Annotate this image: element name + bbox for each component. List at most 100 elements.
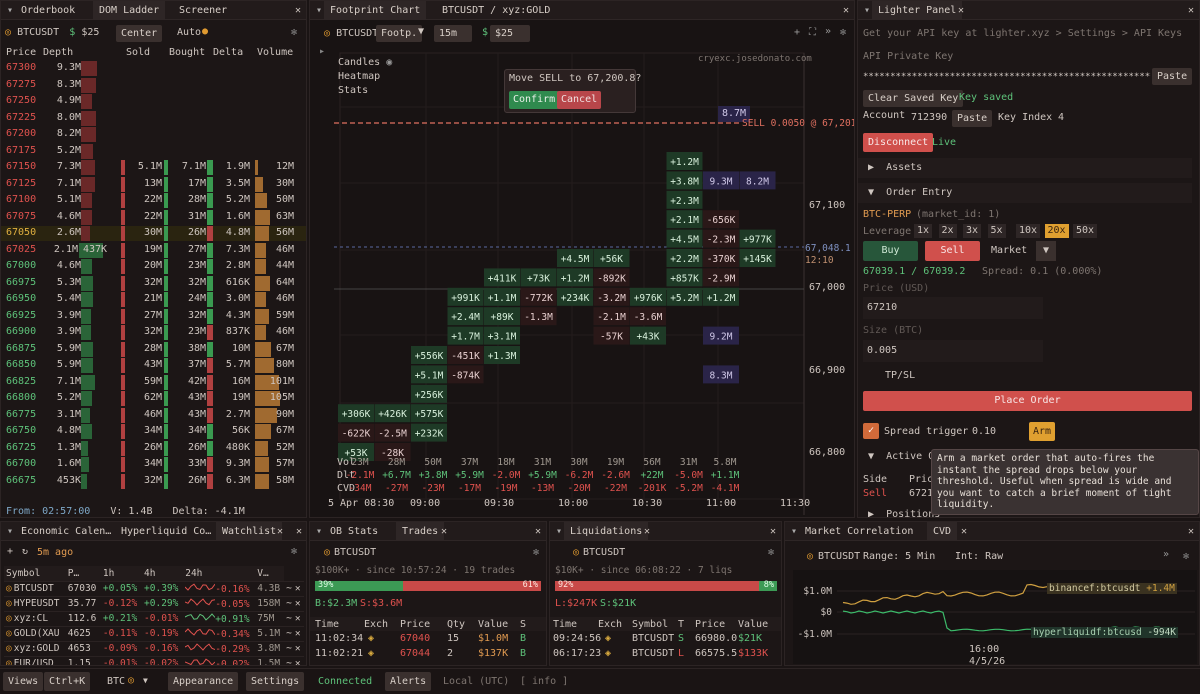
account-input[interactable]: 712390 (911, 112, 948, 123)
spread-trigger-checkbox[interactable]: ✓ (863, 423, 879, 439)
settings-icon[interactable]: ✻ (291, 546, 298, 557)
ladder-row[interactable]: 67000 4.6M 20M 23M 2.8M 44M (1, 259, 306, 274)
order-type-select[interactable]: Market (991, 245, 1028, 256)
ladder-row[interactable]: 66675 453K 32M 26M 6.3M 58M (1, 473, 306, 489)
tab-close-icon[interactable]: ✕ (958, 5, 965, 16)
close-icon[interactable]: ✕ (1188, 526, 1195, 537)
tab-hyperliquid[interactable]: Hyperliquid Co… (121, 526, 212, 537)
key-index-input[interactable]: 4 (1058, 112, 1065, 123)
ladder-row[interactable]: 66975 5.3M 32M 32M 616K 64M (1, 275, 306, 291)
views-button[interactable]: Views (3, 672, 44, 691)
chevron-down-icon[interactable]: ▼ (418, 26, 425, 37)
auto-toggle[interactable]: Auto (177, 27, 202, 38)
close-icon[interactable]: ✕ (770, 526, 777, 537)
ladder-price[interactable]: 67250 (6, 95, 37, 106)
close-icon[interactable]: ✕ (1188, 5, 1195, 16)
active-orders-section[interactable]: ▼ Active O (858, 447, 938, 467)
overlay-candles[interactable]: Candles ◉ (338, 56, 392, 70)
ladder-price[interactable]: 67200 (6, 128, 37, 139)
ladder-price[interactable]: 66700 (6, 458, 37, 469)
panel-menu-icon[interactable]: ▾ (316, 526, 323, 537)
tab-market-correlation[interactable]: Market Correlation (805, 526, 914, 537)
disconnect-button[interactable]: Disconnect (863, 133, 934, 152)
watchlist-row[interactable]: ◎ HYPEUSDT 35.77 -0.12% +0.29% -0.05% 158M ~ ✕ (4, 596, 304, 611)
watchlist-row[interactable]: ◎ BTCUSDT 67030 +0.05% +0.39% -0.16% 4.3B ~ ✕ (4, 581, 304, 596)
ladder-price[interactable]: 66750 (6, 425, 37, 436)
ladder-row[interactable]: 66875 5.9M 28M 38M 10M 67M (1, 341, 306, 357)
tab-ob-stats[interactable]: OB Stats (330, 526, 379, 537)
leverage-50x[interactable]: 50x (1073, 224, 1098, 238)
cancel-button[interactable]: Cancel (557, 91, 602, 109)
buy-button[interactable]: Buy (863, 241, 918, 261)
ladder-price[interactable]: 67125 (6, 177, 37, 189)
size-label[interactable]: $25 (81, 27, 100, 38)
ladder-price[interactable]: 67225 (6, 111, 37, 123)
ladder-row[interactable]: 67300 9.3M (1, 61, 306, 76)
ladder-row[interactable]: 67250 4.9M (1, 94, 306, 109)
refresh-icon[interactable]: ↻ (22, 546, 29, 557)
collapse-arrow-icon[interactable]: ▸ (319, 46, 326, 57)
close-icon[interactable]: ✕ (295, 5, 302, 16)
chevrons-right-icon[interactable]: » (1163, 549, 1170, 560)
panel-menu-icon[interactable]: ▾ (864, 5, 871, 16)
tab-cvd[interactable]: CVD (927, 522, 958, 541)
ladder-price[interactable]: 67000 (6, 260, 37, 271)
ladder-row[interactable]: 67200 8.2M (1, 127, 306, 142)
ladder-row[interactable]: 66700 1.6M 34M 33M 9.3M 57M (1, 457, 306, 472)
ladder-price[interactable]: 66925 (6, 309, 37, 321)
ladder-price[interactable]: 66725 (6, 441, 37, 453)
tab-close-icon[interactable]: ✕ (441, 526, 448, 537)
leverage-20x[interactable]: 20x (1044, 224, 1069, 238)
eye-icon[interactable]: ◉ (386, 57, 393, 68)
interval-select[interactable]: Int: Raw (955, 551, 1004, 562)
alerts-button[interactable]: Alerts (385, 672, 432, 691)
tab-footprint-chart[interactable]: Footprint Chart (324, 1, 427, 20)
footprint-chart[interactable]: +306K -622K +53K +426K -2.5M -28K +556K +5.1M +2… (310, 45, 855, 515)
ladder-price[interactable]: 66800 (6, 392, 37, 403)
settings-icon[interactable]: ✻ (1183, 551, 1190, 562)
ladder-price[interactable]: 66900 (6, 326, 37, 337)
ladder-price[interactable]: 67100 (6, 194, 37, 205)
tab-orderbook[interactable]: Orderbook (21, 5, 76, 16)
spread-trigger-input[interactable]: 0.10 (972, 426, 997, 437)
panel-menu-icon[interactable]: ▾ (791, 526, 798, 537)
ladder-price[interactable]: 67025 (6, 243, 37, 255)
positions-section[interactable]: ▶ Positions (858, 506, 1192, 517)
api-key-input[interactable]: ****************************************… (863, 72, 1151, 82)
symbol-label[interactable]: BTCUSDT (334, 547, 377, 558)
center-button[interactable]: Center (116, 25, 163, 42)
paste-key-button[interactable]: Paste (1152, 68, 1193, 85)
leverage-2x[interactable]: 2x (938, 224, 957, 238)
ladder-row[interactable]: 66775 3.1M 46M 43M 2.7M 90M (1, 407, 306, 423)
leverage-10x[interactable]: 10x (1016, 224, 1041, 238)
close-icon[interactable]: ✕ (843, 5, 850, 16)
expand-icon[interactable]: ⛶ (809, 27, 816, 38)
chart-icon[interactable]: ~ (286, 658, 292, 666)
ladder-row[interactable]: 66925 3.9M 27M 32M 4.3M 59M (1, 308, 306, 324)
ladder-row[interactable]: 66850 5.9M 43M 37M 5.7M 80M (1, 358, 306, 373)
order-entry-section[interactable]: ▼ Order Entry (858, 183, 1192, 203)
settings-icon[interactable]: ✻ (533, 547, 540, 558)
remove-icon[interactable]: ✕ (294, 628, 301, 639)
ladder-row[interactable]: 67125 7.1M 13M 17M 3.5M 30M (1, 176, 306, 192)
clear-key-button[interactable]: Clear Saved Key (863, 90, 964, 107)
symbol-label[interactable]: BTCUSDT (583, 547, 626, 558)
ladder-price[interactable]: 66775 (6, 408, 37, 420)
place-order-button[interactable]: Place Order (863, 391, 1192, 411)
command-palette-button[interactable]: Ctrl+K (44, 672, 91, 691)
remove-icon[interactable]: ✕ (294, 613, 301, 624)
price-input[interactable]: 67210 (863, 297, 1043, 319)
ladder-row[interactable]: 66750 4.8M 34M 34M 56K 67M (1, 424, 306, 439)
add-icon[interactable]: + (794, 27, 801, 38)
ladder-price[interactable]: 66950 (6, 293, 37, 304)
ladder-price[interactable]: 67275 (6, 78, 37, 90)
settings-button[interactable]: Settings (246, 672, 305, 691)
tab-btcusdt-gold[interactable]: BTCUSDT / xyz:GOLD (442, 5, 551, 16)
ladder-row[interactable]: 67175 5.2M (1, 143, 306, 159)
ladder-row[interactable]: 67225 8.0M (1, 110, 306, 126)
leverage-3x[interactable]: 3x (963, 224, 982, 238)
ladder-row[interactable]: 66800 5.2M 62M 43M 19M 105M (1, 391, 306, 406)
tab-watchlist[interactable]: Watchlist (216, 522, 283, 541)
overlay-stats[interactable]: Stats (338, 85, 369, 96)
range-select[interactable]: Range: 5 Min (863, 551, 936, 562)
